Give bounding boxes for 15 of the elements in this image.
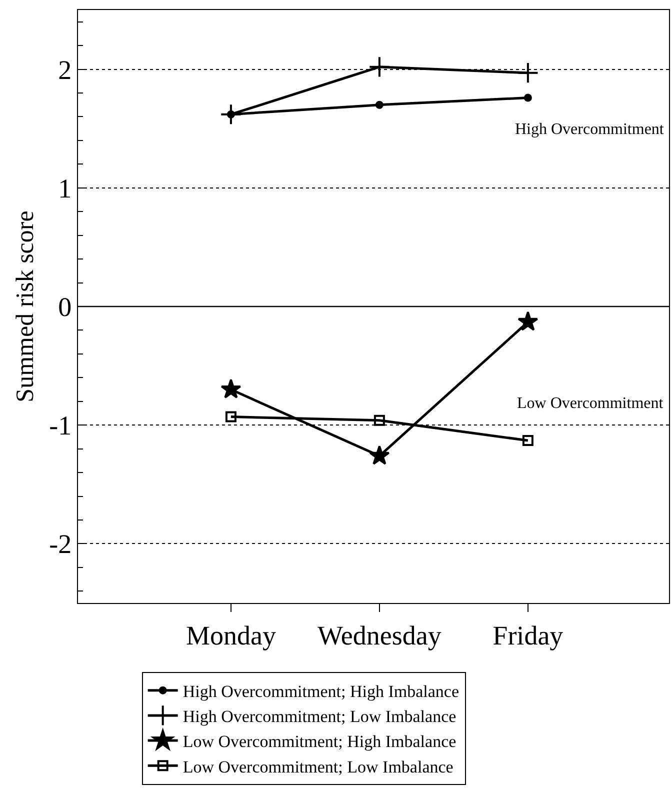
annotation: High Overcommitment (515, 121, 664, 138)
x-tick-label: Wednesday (318, 620, 442, 650)
legend-label: High Overcommitment; Low Imbalance (182, 707, 456, 726)
y-tick-label: 2 (58, 54, 72, 85)
x-tick-label: Monday (186, 620, 276, 650)
y-tick-label: 1 (58, 173, 72, 204)
legend-label: High Overcommitment; High Imbalance (182, 682, 460, 701)
y-tick-label: -2 (49, 529, 72, 560)
annotation: Low Overcommitment (517, 395, 664, 412)
legend-label: Low Overcommitment; High Imbalance (182, 732, 456, 752)
y-tick-label: 0 (58, 292, 72, 322)
legend-label: Low Overcommitment; Low Imbalance (182, 757, 454, 776)
x-tick-label: Friday (492, 620, 564, 650)
y-axis-title: Summed risk score (12, 210, 39, 402)
y-tick-label: -1 (49, 410, 72, 441)
